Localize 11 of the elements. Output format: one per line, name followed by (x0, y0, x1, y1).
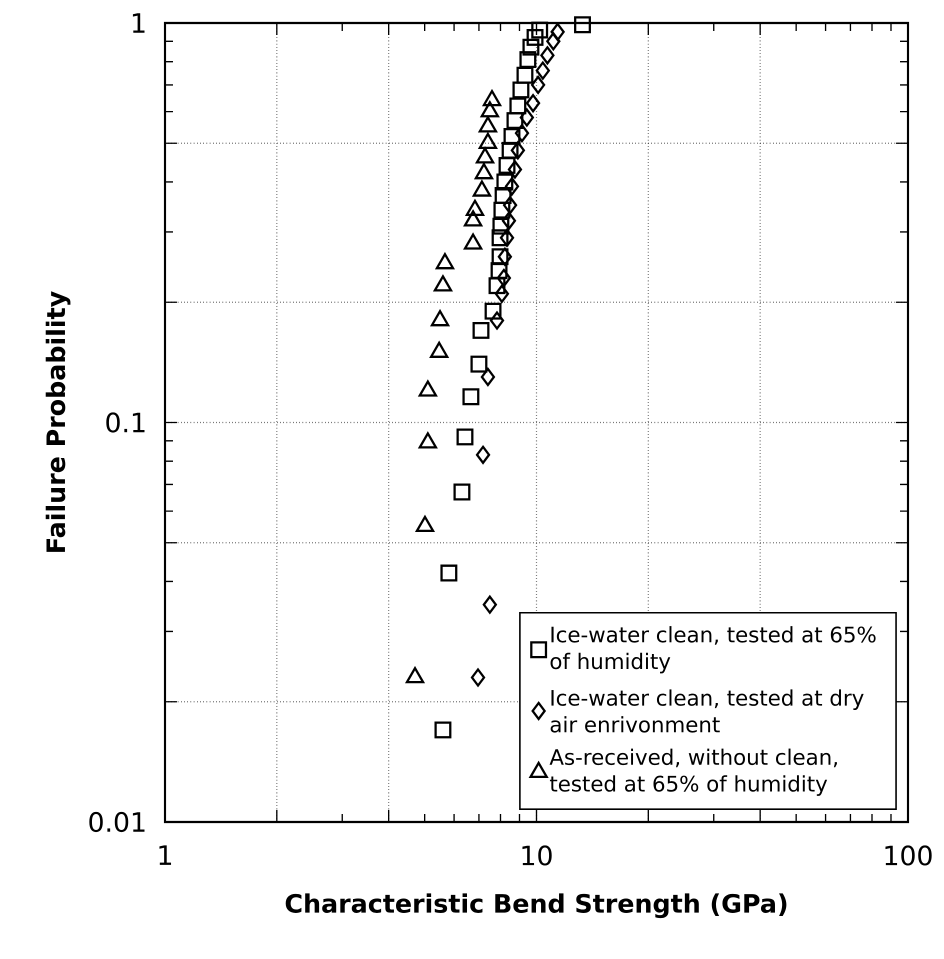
y-tick-label: 0.01 (89, 812, 144, 832)
legend-label: As-received, without clean, tested at 65% of humidity (550, 748, 837, 796)
x-tick-label: 100 (885, 845, 932, 866)
y-axis-title: Failure Probability (46, 291, 70, 552)
x-tick-label: 1 (159, 845, 172, 865)
x-tick-label: 10 (522, 845, 552, 866)
x-axis-title: Characteristic Bend Strength (GPa) (286, 893, 786, 918)
legend-label: Ice-water clean, tested at dry air enrivonment (550, 689, 864, 733)
y-tick-label: 0.1 (106, 412, 144, 433)
y-tick-label: 1 (132, 13, 144, 33)
legend-label: Ice-water clean, tested at 65% of humidity (550, 626, 876, 674)
